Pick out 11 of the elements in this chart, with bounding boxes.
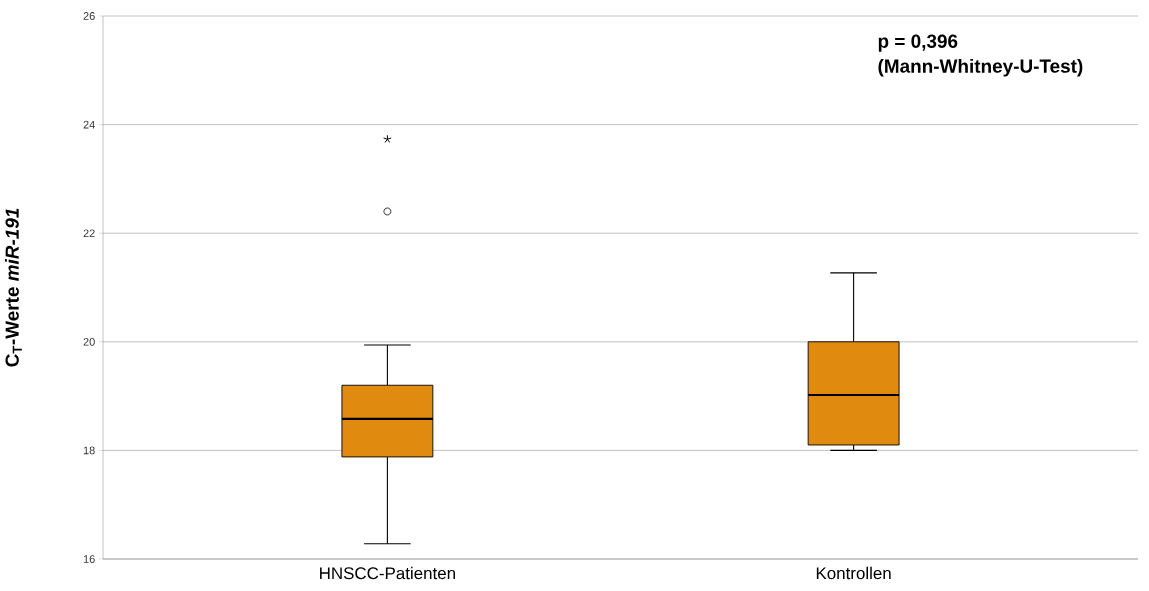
y-tick-label: 20	[83, 337, 95, 346]
x-tick-label: Kontrollen	[816, 566, 891, 580]
y-axis-title: C$_{T}$-Werte miR-191	[4, 208, 22, 367]
x-tick-label: HNSCC-Patienten	[320, 566, 455, 580]
y-tick-label: 16	[83, 555, 95, 563]
annotation: (Mann-Whitney-U-Test)	[878, 58, 1083, 77]
y-tick-label: 22	[83, 229, 95, 238]
y-tick-label: 18	[83, 446, 95, 455]
y-tick-label: 26	[83, 12, 95, 20]
y-tick-label: 24	[83, 120, 95, 129]
annotation: p = 0,396	[878, 34, 958, 52]
